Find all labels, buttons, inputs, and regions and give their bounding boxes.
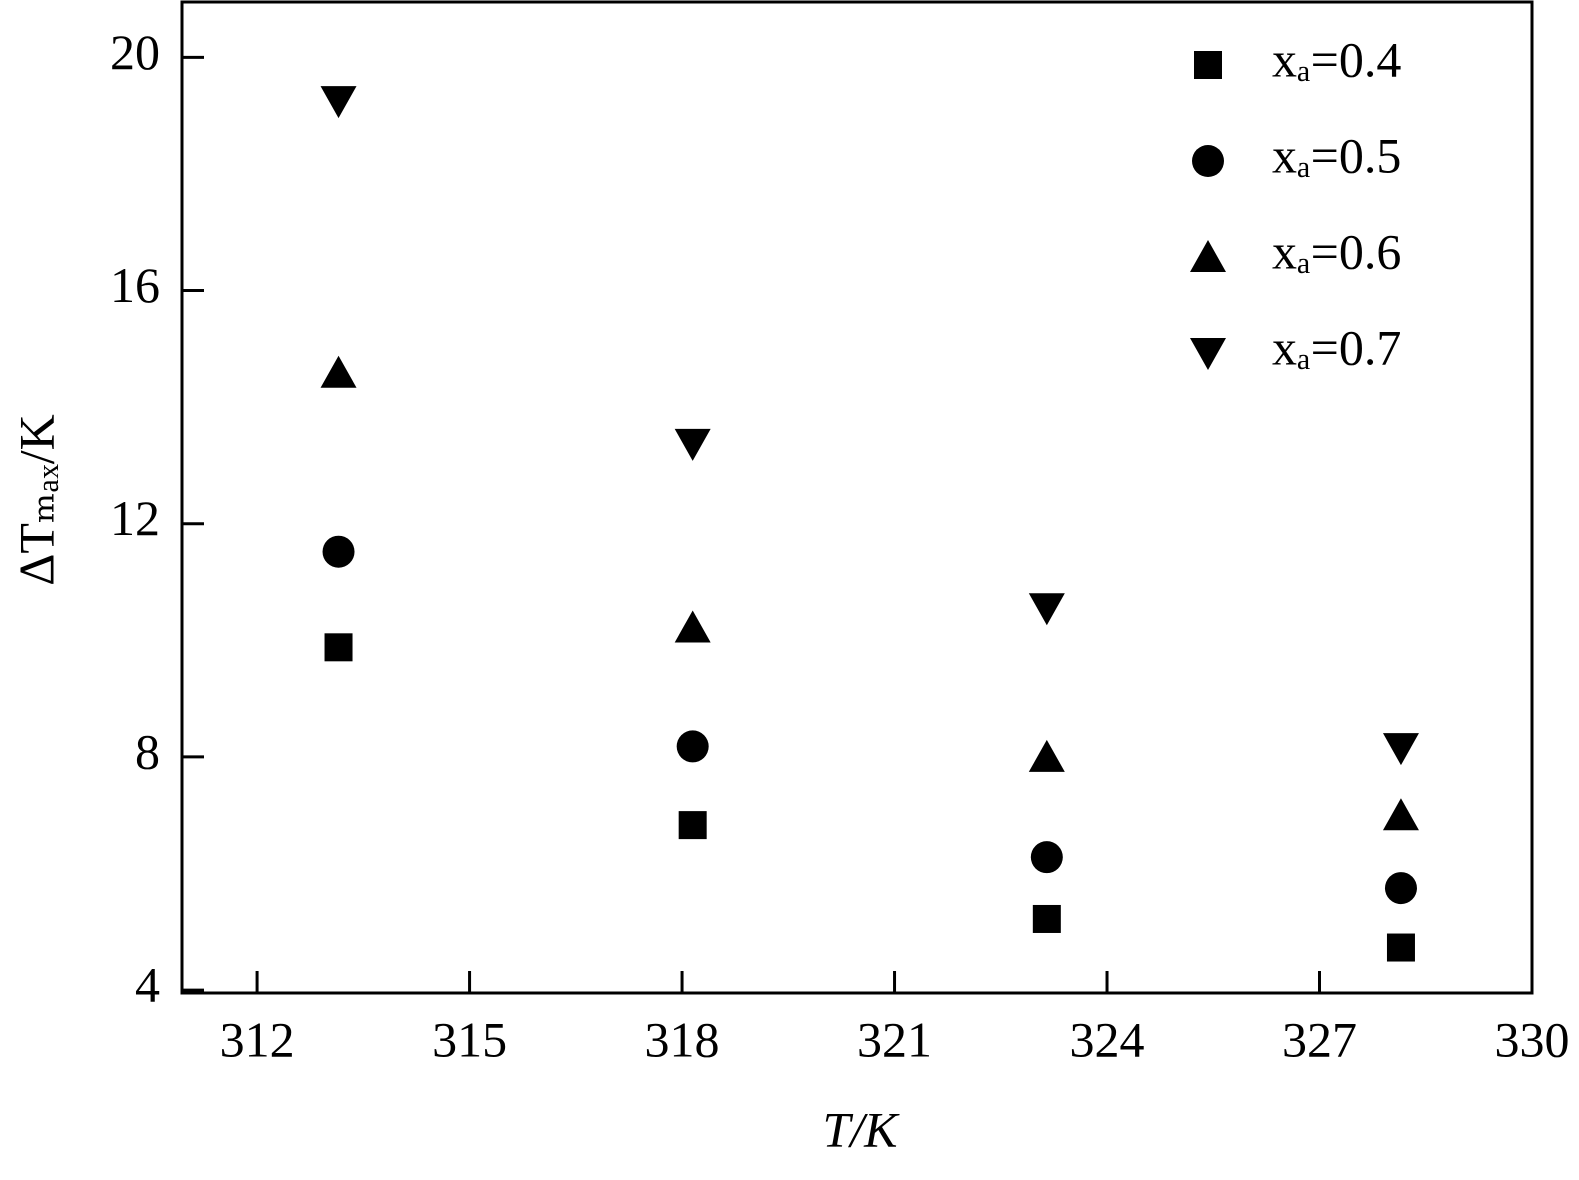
data-point <box>320 86 357 119</box>
data-point <box>676 730 709 763</box>
x-tick-label: 327 <box>1282 1011 1357 1067</box>
data-point <box>678 811 707 840</box>
legend-label: xₐ=0.6 <box>1272 223 1401 279</box>
legend-marker <box>1194 51 1222 79</box>
x-tick-label: 312 <box>220 1011 295 1067</box>
x-tick-label: 315 <box>432 1011 507 1067</box>
y-tick-label: 8 <box>135 723 160 779</box>
data-point <box>1032 904 1061 933</box>
legend-marker <box>1190 240 1226 272</box>
data-point <box>1030 841 1063 874</box>
x-tick-label: 321 <box>857 1011 932 1067</box>
legend-marker <box>1192 145 1224 177</box>
plot-frame <box>180 0 1534 995</box>
data-point <box>1382 798 1419 831</box>
data-point <box>1028 593 1065 626</box>
x-tick-label: 330 <box>1495 1011 1570 1067</box>
y-tick-label: 20 <box>110 24 160 80</box>
legend-marker <box>1190 338 1226 370</box>
data-point <box>674 428 711 461</box>
data-point <box>674 610 711 643</box>
data-point <box>320 355 357 388</box>
legend-label: xₐ=0.5 <box>1272 127 1401 183</box>
y-axis-label: ΔTₘₐₓ/K <box>8 414 64 586</box>
data-point <box>324 633 353 662</box>
data-point <box>1386 933 1415 962</box>
legend-label: xₐ=0.7 <box>1272 319 1401 375</box>
y-tick-label: 16 <box>110 257 160 313</box>
x-tick-label: 318 <box>645 1011 720 1067</box>
y-tick-label: 12 <box>110 490 160 546</box>
legend-label: xₐ=0.4 <box>1272 31 1401 87</box>
x-axis-label: T/K <box>822 1101 900 1157</box>
data-point <box>1382 733 1419 766</box>
x-tick-label: 324 <box>1070 1011 1145 1067</box>
data-point <box>1028 739 1065 772</box>
data-point <box>322 535 355 568</box>
data-point <box>1384 872 1417 905</box>
y-tick-label: 4 <box>135 957 160 1013</box>
